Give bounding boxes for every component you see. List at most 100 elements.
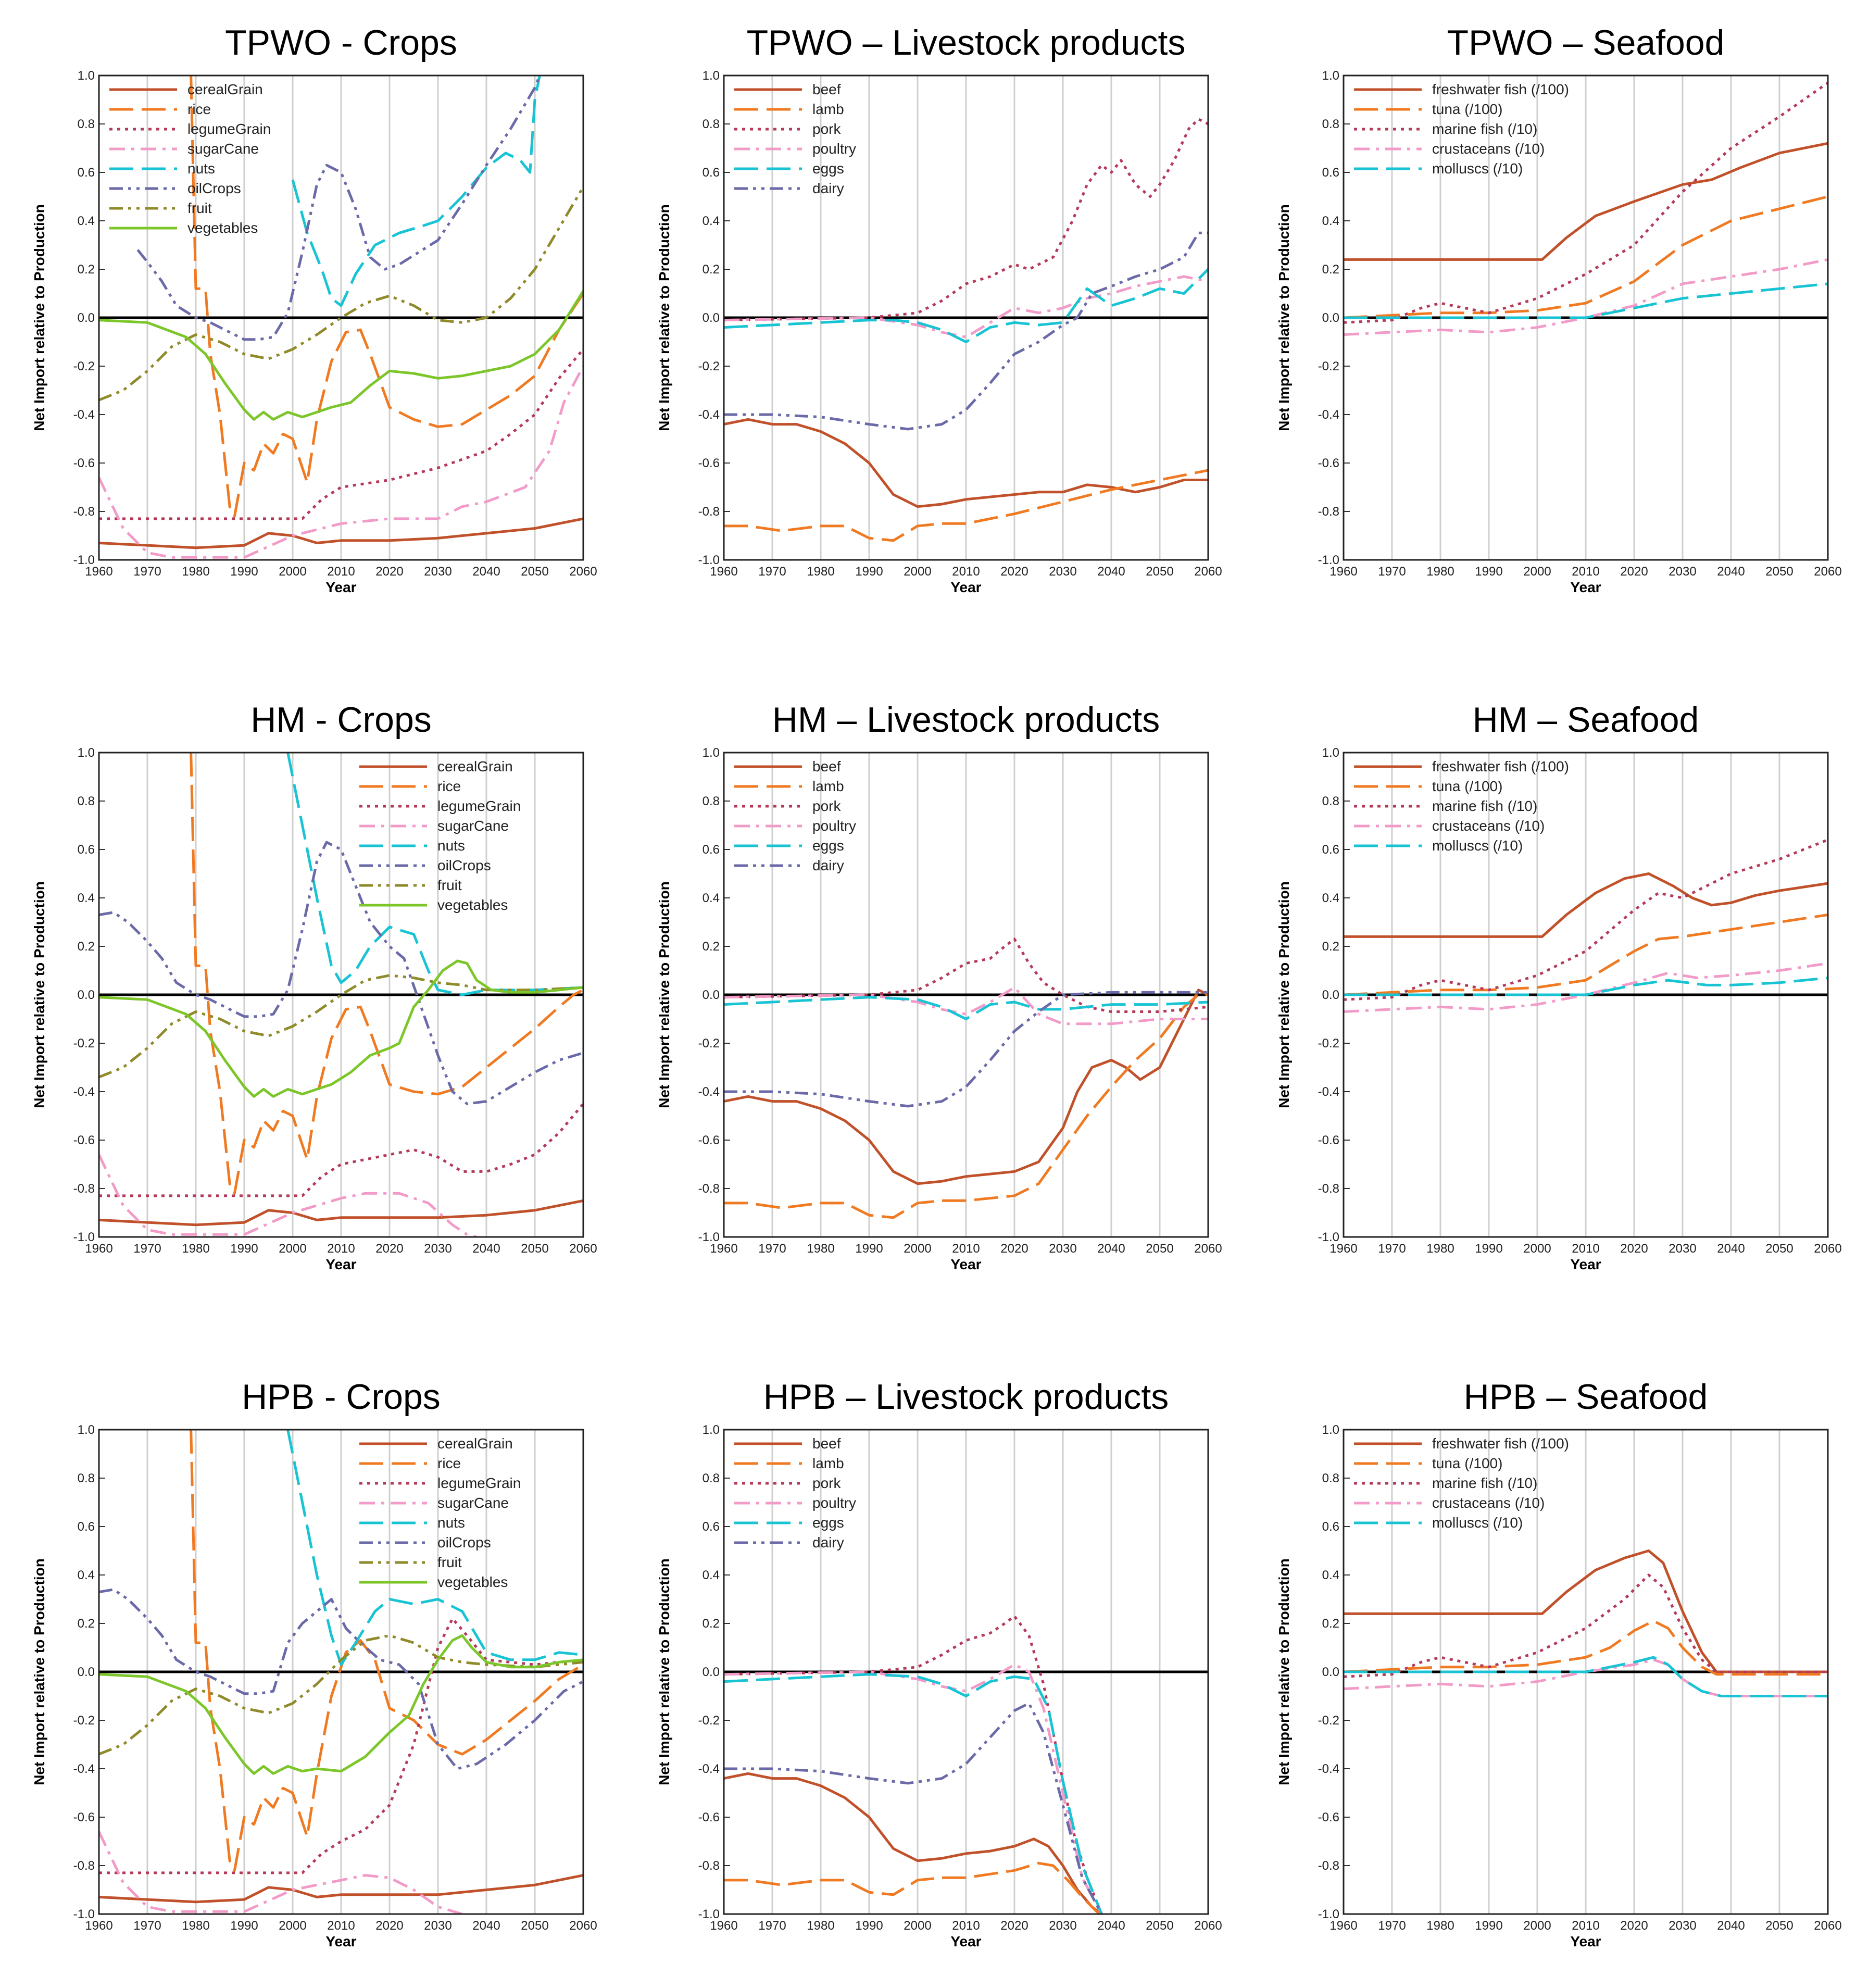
chart-hpb-seafood: HPB – Seafood 1960 1970 1980 1990 2000 2010 202…	[1276, 1377, 1842, 1949]
x-axis-label: Year	[325, 579, 356, 595]
series-line-rice	[190, 1430, 583, 1872]
x-tick-label: 2050	[1146, 1919, 1173, 1933]
legend: beef lamb pork poultry eggs dairy	[734, 1435, 856, 1551]
legend-label: vegetables	[437, 897, 508, 913]
series-line-beef	[724, 1772, 1102, 1914]
x-tick-label: 2010	[952, 1242, 980, 1256]
legend: freshwater fish (/100) tuna (/100) marine …	[1354, 758, 1569, 854]
y-axis-label: Net Import relative to Production	[31, 204, 47, 431]
x-tick-label: 1980	[807, 1242, 834, 1256]
y-axis-label: Net Import relative to Production	[656, 881, 672, 1108]
x-tick-label: 1980	[182, 1242, 209, 1256]
series-line-nuts	[286, 1430, 583, 1666]
legend-label: poultry	[812, 1495, 856, 1511]
series-line-oilcrops	[99, 1588, 583, 1770]
series-group	[99, 1430, 583, 1914]
series-line-freshwater-fish-100	[1344, 142, 1828, 261]
x-axis-label: Year	[325, 1256, 356, 1272]
legend-label: eggs	[812, 160, 844, 177]
y-tick-label: -0.6	[1318, 1133, 1339, 1147]
y-tick-label: 0.0	[703, 988, 720, 1002]
y-tick-label: 1.0	[1322, 746, 1339, 760]
x-tick-label: 2020	[375, 565, 403, 579]
legend-label: cerealGrain	[437, 1435, 513, 1452]
y-tick-label: 0.8	[703, 794, 720, 808]
legend-label: sugarCane	[187, 141, 259, 157]
plot-frame	[723, 74, 1209, 561]
x-tick-label: 1980	[182, 565, 209, 579]
legend-label: molluscs (/10)	[1432, 160, 1523, 177]
x-tick-label: 2040	[1717, 565, 1745, 579]
y-tick-label: -0.8	[73, 1859, 95, 1873]
chart-title: HM – Livestock products	[772, 700, 1160, 740]
legend-label: lamb	[812, 1455, 844, 1471]
x-tick-label: 2060	[1194, 565, 1222, 579]
x-tick-label: 2010	[952, 565, 980, 579]
x-tick-label: 2040	[1097, 1919, 1125, 1933]
series-line-poultry	[724, 275, 1208, 339]
y-tick-label: -0.8	[698, 1182, 720, 1196]
y-tick-label: 0.6	[703, 166, 720, 180]
legend-label: legumeGrain	[437, 798, 521, 814]
x-tick-label: 2040	[472, 1242, 500, 1256]
chart-title: TPWO – Livestock products	[747, 23, 1186, 62]
x-tick-label: 1980	[1426, 565, 1454, 579]
y-tick-label: 0.4	[78, 891, 95, 905]
y-tick-label: -0.6	[1318, 456, 1339, 470]
x-tick-label: 1990	[1475, 565, 1502, 579]
x-tick-label: 1960	[710, 565, 737, 579]
series-group	[724, 937, 1208, 1219]
series-line-cerealgrain	[99, 1874, 583, 1904]
y-tick-label: -0.8	[698, 1859, 720, 1873]
legend-label: dairy	[812, 857, 844, 873]
y-tick-label: 0.0	[78, 311, 95, 325]
x-tick-label: 2030	[1669, 1242, 1696, 1256]
legend-label: oilCrops	[187, 180, 241, 196]
x-tick-label: 2060	[1194, 1242, 1222, 1256]
y-tick-label: -0.2	[73, 359, 95, 373]
x-tick-label: 2020	[1000, 1242, 1028, 1256]
series-line-lamb	[724, 1861, 1102, 1914]
x-tick-label: 1970	[758, 565, 786, 579]
y-tick-label: -0.2	[73, 1714, 95, 1728]
legend: freshwater fish (/100) tuna (/100) marine …	[1354, 1435, 1569, 1531]
legend-label: marine fish (/10)	[1432, 798, 1537, 814]
x-tick-label: 2030	[424, 1242, 451, 1256]
y-tick-label: 0.4	[78, 1568, 95, 1582]
x-tick-label: 2000	[1523, 1242, 1551, 1256]
series-group	[99, 753, 583, 1237]
y-tick-label: -0.4	[1318, 1762, 1339, 1776]
y-axis-label: Net Import relative to Production	[1276, 881, 1292, 1108]
x-tick-label: 2020	[1000, 1919, 1028, 1933]
x-tick-label: 1990	[230, 1242, 258, 1256]
y-tick-label: 0.2	[1322, 1617, 1339, 1631]
y-tick-label: 0.6	[78, 166, 95, 180]
x-tick-label: 2060	[569, 1919, 597, 1933]
x-tick-label: 2030	[424, 1919, 451, 1933]
series-line-nuts	[291, 76, 541, 307]
x-tick-label: 2040	[1717, 1242, 1745, 1256]
x-tick-label: 2000	[279, 1242, 306, 1256]
series-line-dairy	[724, 1702, 1103, 1914]
series-line-vegetables	[99, 290, 583, 421]
y-tick-label: -0.6	[698, 456, 720, 470]
x-tick-label: 1970	[133, 1242, 161, 1256]
series-group	[99, 76, 583, 559]
series-line-sugarcane	[99, 1831, 463, 1914]
x-tick-label: 2010	[327, 1919, 355, 1933]
y-tick-label: -1.0	[1318, 553, 1339, 567]
y-tick-label: 0.4	[1322, 891, 1339, 905]
x-tick-label: 1960	[85, 565, 112, 579]
x-tick-label: 2030	[1049, 1919, 1076, 1933]
legend-label: pork	[812, 1475, 841, 1491]
legend-label: lamb	[812, 778, 844, 794]
y-tick-label: 0.2	[78, 262, 95, 277]
legend-label: tuna (/100)	[1432, 101, 1502, 117]
chart-hpb-crops: HPB - Crops 1960 1970 1980 1990 2000 2010 2020 2…	[31, 1377, 597, 1949]
y-axis-label: Net Import relative to Production	[1276, 1558, 1292, 1785]
x-tick-label: 2050	[521, 1919, 548, 1933]
y-tick-label: -0.6	[73, 456, 95, 470]
x-tick-label: 2040	[1097, 1242, 1125, 1256]
legend-label: crustaceans (/10)	[1432, 818, 1545, 834]
chart-title: HPB – Livestock products	[763, 1377, 1169, 1417]
